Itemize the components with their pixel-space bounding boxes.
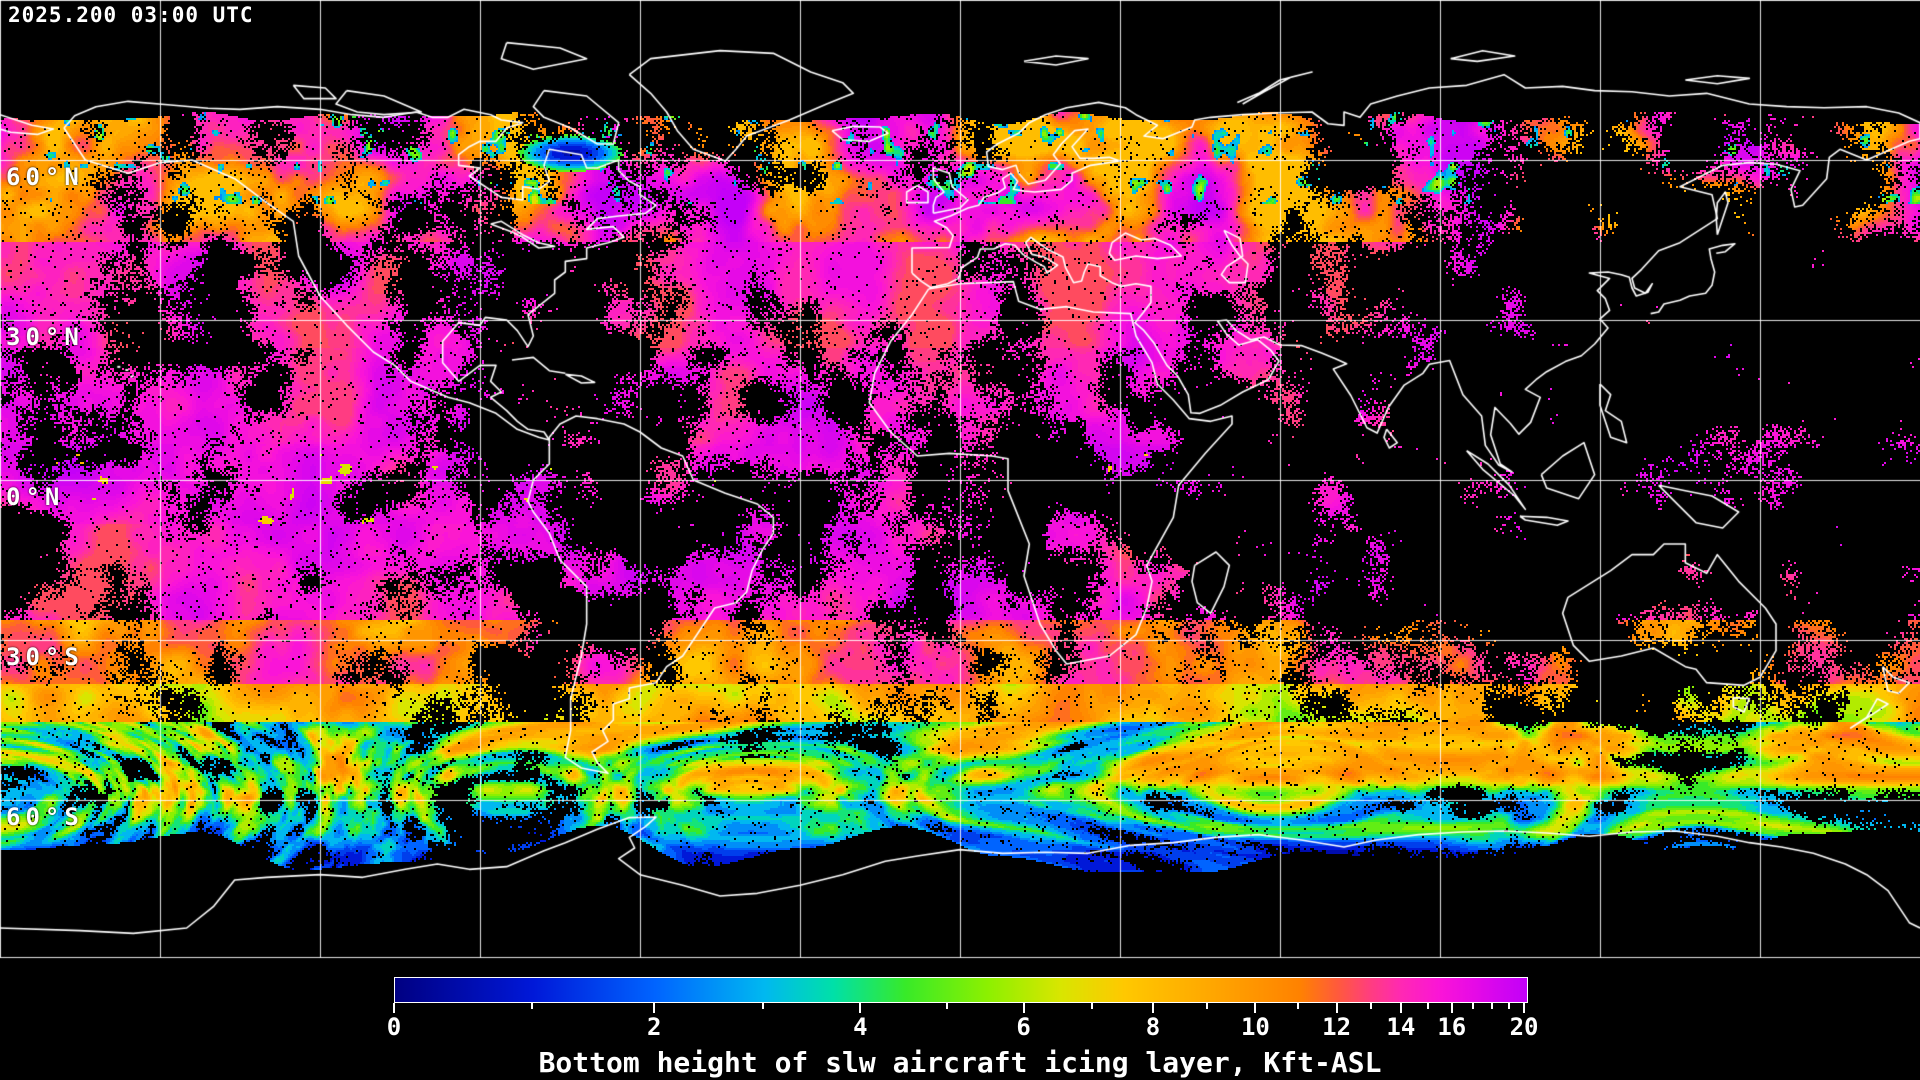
latitude-label: 30°N bbox=[6, 323, 84, 351]
colorbar-caption: Bottom height of slw aircraft icing laye… bbox=[538, 1046, 1382, 1079]
colorbar-tick bbox=[1523, 1003, 1526, 1013]
colorbar-tick-label: 10 bbox=[1240, 1013, 1270, 1041]
colorbar-tick bbox=[762, 1003, 765, 1009]
graticule-coastline-canvas bbox=[0, 0, 1920, 960]
colorbar-tick-label: 16 bbox=[1437, 1013, 1467, 1041]
latitude-label: 60°S bbox=[6, 803, 84, 831]
colorbar-tick bbox=[1472, 1003, 1475, 1009]
colorbar-tick bbox=[1091, 1003, 1094, 1009]
colorbar-tick bbox=[1254, 1003, 1257, 1013]
colorbar-tick bbox=[1491, 1003, 1494, 1009]
colorbar-tick bbox=[1450, 1003, 1453, 1013]
colorbar-tick bbox=[1399, 1003, 1402, 1013]
colorbar-tick bbox=[393, 1003, 395, 1013]
colorbar-tick bbox=[1508, 1003, 1510, 1009]
colorbar-tick bbox=[653, 1003, 656, 1013]
colorbar-tick bbox=[1369, 1003, 1372, 1009]
colorbar-tick bbox=[1022, 1003, 1025, 1013]
timestamp: 2025.200 03:00 UTC bbox=[8, 3, 254, 27]
colorbar-tick-label: 14 bbox=[1386, 1013, 1416, 1041]
colorbar-tick-label: 20 bbox=[1509, 1013, 1539, 1041]
colorbar-tick bbox=[1297, 1003, 1300, 1009]
world-map: 2025.200 03:00 UTC 60°N 30°N 0°N 30°S 60°S bbox=[0, 0, 1920, 960]
colorbar-tick-label: 8 bbox=[1145, 1013, 1161, 1041]
latitude-label: 30°S bbox=[6, 643, 84, 671]
colorbar-tick-label: 0 bbox=[386, 1013, 402, 1041]
colorbar-tick bbox=[945, 1003, 948, 1009]
colorbar-tick bbox=[859, 1003, 862, 1013]
colorbar-tick bbox=[1335, 1003, 1338, 1013]
colorbar-tick-label: 12 bbox=[1322, 1013, 1352, 1041]
latitude-label: 0°N bbox=[6, 483, 65, 511]
colorbar-tick-label: 4 bbox=[853, 1013, 868, 1041]
colorbar-tick-label: 2 bbox=[647, 1013, 662, 1041]
colorbar-gradient bbox=[394, 977, 1528, 1003]
colorbar-tick bbox=[1426, 1003, 1429, 1009]
colorbar-tick bbox=[530, 1003, 533, 1009]
colorbar-tick bbox=[1206, 1003, 1209, 1009]
latitude-label: 60°N bbox=[6, 163, 84, 191]
colorbar-tick-label: 6 bbox=[1016, 1013, 1031, 1041]
colorbar-tick bbox=[1151, 1003, 1154, 1013]
